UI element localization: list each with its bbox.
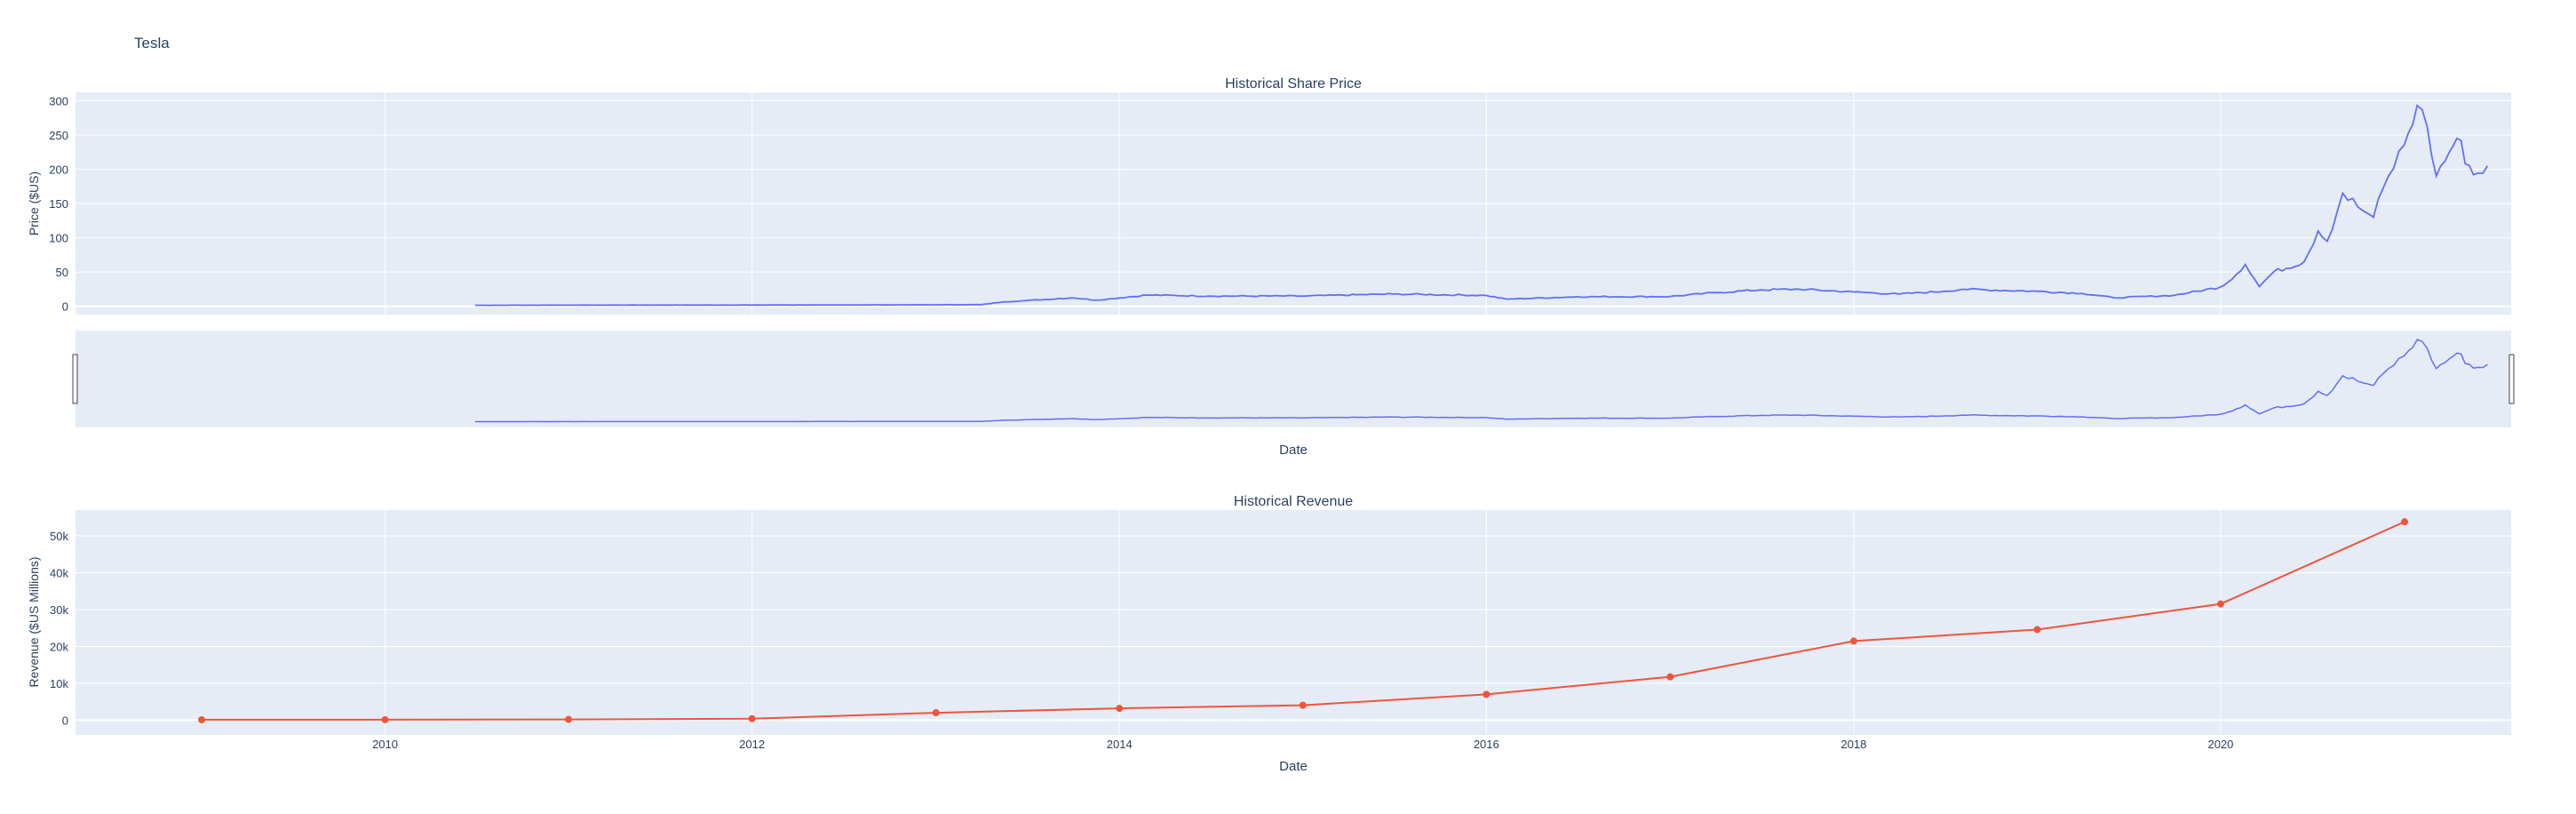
revenue-x-tick-label: 2010 [372, 738, 398, 751]
revenue-data-point[interactable] [1666, 673, 1674, 681]
revenue-data-point[interactable] [1483, 690, 1491, 698]
price-y-tick-label: 100 [49, 232, 68, 245]
revenue-data-point[interactable] [2216, 600, 2224, 608]
range-slider-right-handle[interactable] [2508, 354, 2515, 404]
revenue-plot-area[interactable] [76, 510, 2511, 735]
range-slider-series-line [474, 339, 2488, 423]
revenue-x-axis-title: Date [1279, 759, 1308, 774]
price-y-tick-labels: 0 50 100 150 200 250 300 [49, 94, 68, 313]
price-series-line[interactable] [474, 104, 2489, 307]
revenue-x-tick-label: 2018 [1841, 738, 1866, 751]
revenue-data-point[interactable] [2033, 626, 2041, 634]
revenue-x-tick-label: 2014 [1107, 738, 1133, 751]
revenue-chart-title: Historical Revenue [1234, 494, 1353, 509]
revenue-x-tick-label: 2020 [2207, 738, 2233, 751]
revenue-data-point[interactable] [1299, 701, 1307, 709]
range-slider-background[interactable] [76, 331, 2511, 427]
revenue-data-point[interactable] [748, 714, 756, 722]
price-y-tick-label: 300 [49, 94, 68, 108]
revenue-data-point[interactable] [565, 715, 573, 723]
revenue-y-tick-label: 20k [50, 640, 68, 653]
revenue-data-point[interactable] [1116, 705, 1124, 713]
revenue-y-axis-title: Revenue ($US Millions) [27, 556, 41, 687]
price-y-tick-label: 250 [49, 129, 68, 142]
price-y-tick-label: 0 [62, 300, 68, 314]
price-y-gridlines [76, 100, 2511, 307]
revenue-data-point[interactable] [1849, 637, 1857, 645]
range-slider[interactable] [72, 331, 2515, 427]
revenue-y-tick-label: 30k [50, 603, 68, 617]
price-x-axis-title: Date [1279, 443, 1308, 458]
price-chart-title: Historical Share Price [1225, 76, 1362, 92]
revenue-data-point[interactable] [198, 715, 206, 723]
revenue-data-point[interactable] [932, 709, 940, 717]
revenue-y-tick-label: 10k [50, 677, 68, 690]
price-y-axis-title: Price ($US) [27, 172, 41, 235]
revenue-x-tick-labels: 2010 2012 2014 2016 2018 2020 [372, 738, 2233, 751]
revenue-x-tick-label: 2012 [739, 738, 765, 751]
figure-title: Tesla [134, 35, 170, 52]
revenue-data-point[interactable] [2401, 518, 2409, 526]
revenue-y-tick-labels: 0 10k 20k 30k 40k 50k [50, 530, 68, 727]
price-y-tick-label: 50 [56, 266, 68, 279]
revenue-data-point[interactable] [381, 715, 389, 723]
revenue-y-tick-label: 50k [50, 530, 68, 543]
revenue-y-tick-label: 40k [50, 567, 68, 580]
range-slider-left-handle[interactable] [72, 354, 78, 404]
revenue-y-tick-label: 0 [62, 714, 68, 727]
price-y-tick-label: 150 [49, 197, 68, 211]
revenue-markers[interactable] [198, 518, 2409, 723]
revenue-chart[interactable]: 0 10k 20k 30k 40k 50k 2010 2012 2014 2016 2018 202… [27, 494, 2511, 774]
price-chart[interactable]: 0 50 100 150 200 250 300 Historical Share Pric… [27, 76, 2511, 315]
price-y-tick-label: 200 [49, 163, 68, 176]
revenue-x-tick-label: 2016 [1474, 738, 1499, 751]
